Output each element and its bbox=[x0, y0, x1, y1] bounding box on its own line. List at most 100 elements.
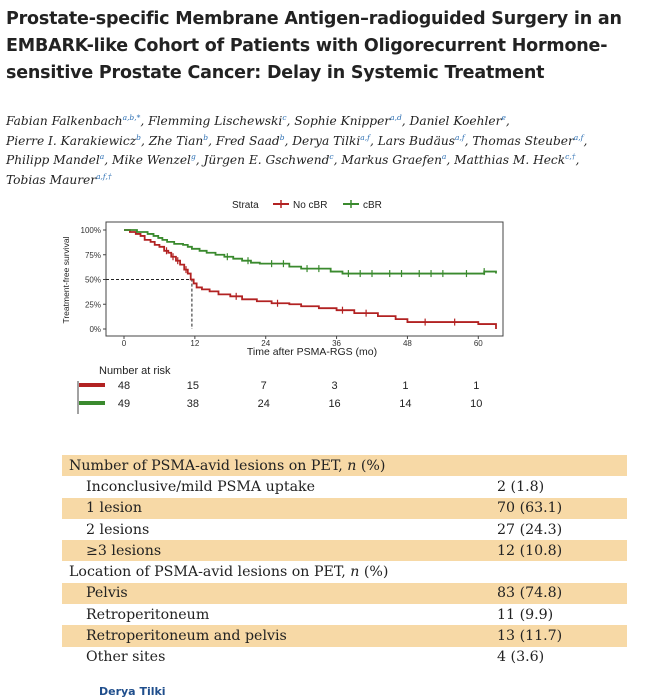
author-name: Sophie Knippera,d, bbox=[294, 113, 406, 128]
author-name: Derya Tilkia,f, bbox=[292, 132, 374, 148]
presenter-name: Derya Tilki bbox=[99, 685, 166, 698]
row-label: ≥3 lesions bbox=[62, 540, 497, 562]
author-name: Matthias M. Heckc,†, bbox=[454, 152, 580, 167]
author-name-text: Flemming Lischewski bbox=[148, 114, 283, 128]
author-affiliation: a,b,* bbox=[122, 113, 141, 122]
risk-table-count: 24 bbox=[258, 398, 270, 410]
row-label: Number of PSMA-avid lesions on PET, n (%… bbox=[62, 455, 497, 477]
row-label: 1 lesion bbox=[62, 497, 497, 519]
y-tick-label: 100% bbox=[81, 226, 101, 235]
survival-curve bbox=[124, 229, 497, 275]
author-affiliation: g bbox=[190, 152, 196, 161]
author-affiliation: c,† bbox=[565, 152, 576, 161]
x-tick-label: 24 bbox=[261, 339, 270, 348]
risk-table-count: 48 bbox=[118, 380, 130, 392]
row-value bbox=[497, 561, 627, 582]
risk-table-count: 1 bbox=[402, 380, 408, 392]
row-label-italic: n bbox=[347, 457, 357, 474]
row-label-italic: n bbox=[350, 564, 360, 581]
author-name: Fabian Falkenbacha,b,*, bbox=[6, 113, 145, 128]
author-name: Jürgen E. Gschwendc, bbox=[203, 152, 338, 167]
author-name-text: Tobias Maurer bbox=[6, 172, 97, 187]
table-row: 1 lesion 70 (63.1) bbox=[62, 497, 627, 519]
author-name-text: Derya Tilki bbox=[292, 133, 361, 148]
author-name: Flemming Lischewskic, bbox=[148, 113, 291, 128]
author-affiliation: a,f bbox=[454, 132, 465, 142]
row-value bbox=[497, 455, 627, 477]
row-label: Location of PSMA-avid lesions on PET, n … bbox=[69, 564, 389, 581]
row-value: 12 (10.8) bbox=[497, 540, 627, 562]
author-name-text: Pierre I. Karakiewicz bbox=[6, 133, 137, 148]
survival-curve bbox=[124, 229, 497, 329]
row-value: 4 (3.6) bbox=[497, 649, 545, 666]
author-name-text: Matthias M. Heck bbox=[454, 153, 566, 167]
author-affiliation: a,d bbox=[390, 113, 402, 122]
x-tick-label: 60 bbox=[474, 339, 483, 348]
median-marker-line bbox=[106, 279, 193, 329]
x-tick-label: 0 bbox=[122, 339, 127, 348]
row-label: 2 lesions bbox=[86, 521, 150, 538]
author-affiliation: b bbox=[279, 132, 285, 142]
row-label: Inconclusive/mild PSMA uptake bbox=[86, 478, 316, 495]
risk-table-count: 1 bbox=[473, 380, 479, 392]
author-name: Thomas Steubera,f, bbox=[472, 132, 588, 148]
risk-table-title: Number at risk bbox=[99, 365, 171, 377]
y-tick-label: 75% bbox=[85, 251, 101, 260]
x-tick-label: 48 bbox=[403, 339, 412, 348]
paper-title: Prostate-specific Membrane Antigen–radio… bbox=[6, 9, 622, 83]
risk-table-count: 10 bbox=[470, 398, 482, 410]
author-name-text: Markus Graefen bbox=[341, 153, 442, 167]
table-row: Location of PSMA-avid lesions on PET, n … bbox=[62, 561, 627, 582]
author-name-text: Fabian Falkenbach bbox=[6, 114, 123, 128]
author-affiliation: a bbox=[441, 152, 447, 161]
author-name: Daniel Koehlere, bbox=[409, 113, 510, 128]
x-tick-label: 12 bbox=[190, 339, 199, 348]
author-name-text: Zhe Tian bbox=[148, 133, 204, 148]
kaplan-meier-chart: Strata No cBR cBR 0% 25% 50% 75% 100% 0 12 24 36 48 6… bbox=[61, 200, 504, 414]
author-affiliation: c bbox=[282, 113, 287, 122]
author-name: Philipp Mandela, bbox=[6, 152, 109, 167]
author-name: Fred Saadb, bbox=[215, 132, 289, 148]
author-name: Zhe Tianb, bbox=[148, 132, 212, 148]
psma-lesion-table: Number of PSMA-avid lesions on PET, n (%… bbox=[62, 455, 627, 668]
row-label: Other sites bbox=[86, 649, 166, 666]
author-name: Mike Wenzelg, bbox=[111, 152, 200, 167]
author-affiliation: a,f,† bbox=[96, 171, 112, 181]
author-name: Tobias Maurera,f,† bbox=[6, 171, 112, 187]
author-affiliation: a,f bbox=[360, 132, 370, 142]
risk-table-count: 7 bbox=[261, 380, 267, 392]
y-axis-label: Treatment-free survival bbox=[61, 236, 71, 323]
author-name-text: Jürgen E. Gschwend bbox=[203, 153, 330, 167]
author-name-text: Philipp Mandel bbox=[6, 153, 100, 167]
row-label: Retroperitoneum and pelvis bbox=[62, 625, 497, 647]
table-row: ≥3 lesions 12 (10.8) bbox=[62, 540, 627, 562]
author-affiliation: e bbox=[501, 113, 506, 122]
risk-table-count: 3 bbox=[332, 380, 338, 392]
row-value: 11 (9.9) bbox=[497, 606, 554, 623]
author-name: Lars Budäusa,f, bbox=[377, 132, 469, 148]
risk-table-count: 15 bbox=[187, 380, 199, 392]
table-row: Other sites 4 (3.6) bbox=[62, 647, 627, 668]
author-affiliation: a bbox=[99, 152, 105, 161]
author-list: Fabian Falkenbacha,b,*, Flemming Lischew… bbox=[6, 112, 640, 190]
row-value: 2 (1.8) bbox=[497, 478, 545, 495]
risk-table-count: 14 bbox=[399, 398, 411, 410]
author-name: Markus Graefena, bbox=[341, 152, 451, 167]
author-name-text: Daniel Koehler bbox=[409, 114, 502, 128]
author-affiliation: c bbox=[329, 152, 334, 161]
author-affiliation: a,f bbox=[573, 132, 584, 142]
row-value: 83 (74.8) bbox=[497, 582, 627, 605]
legend-title: Strata bbox=[232, 200, 259, 211]
y-tick-label: 25% bbox=[85, 300, 101, 309]
table-row: Number of PSMA-avid lesions on PET, n (%… bbox=[62, 455, 627, 477]
author-name: Pierre I. Karakiewiczb, bbox=[6, 132, 145, 148]
x-axis-label: Time after PSMA-RGS (mo) bbox=[247, 346, 377, 358]
row-value: 27 (24.3) bbox=[497, 521, 563, 538]
table-row: Retroperitoneum and pelvis 13 (11.7) bbox=[62, 625, 627, 647]
table-row: 2 lesions 27 (24.3) bbox=[62, 519, 627, 540]
risk-table-count: 49 bbox=[118, 398, 130, 410]
table-row: Pelvis 83 (74.8) bbox=[62, 582, 627, 605]
y-tick-label: 0% bbox=[89, 325, 101, 334]
x-tick-label: 36 bbox=[332, 339, 341, 348]
row-label: Retroperitoneum bbox=[86, 606, 210, 623]
